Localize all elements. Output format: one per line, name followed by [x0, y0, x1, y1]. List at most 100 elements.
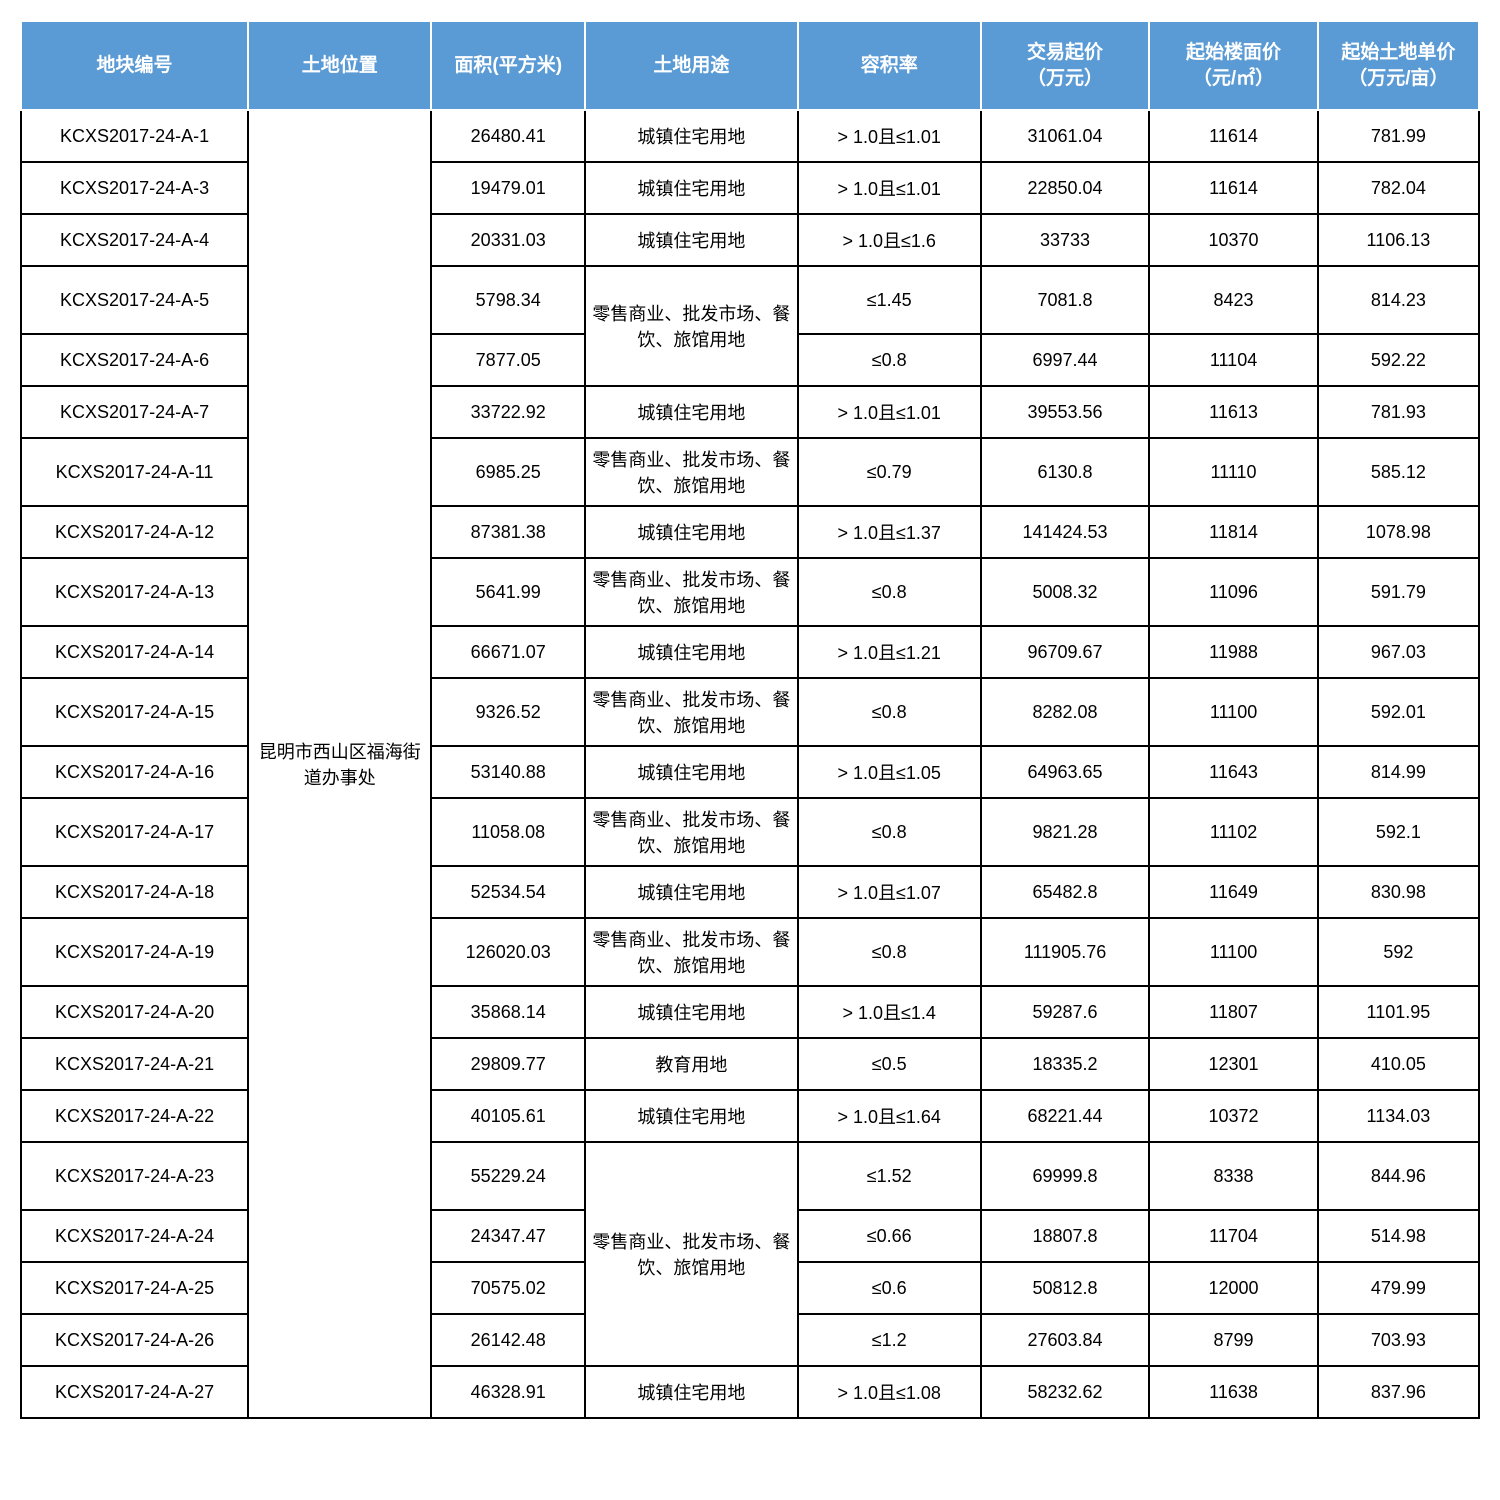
cell-land-use: 城镇住宅用地: [585, 626, 797, 678]
cell-land-use: 城镇住宅用地: [585, 162, 797, 214]
cell-plot-id: KCXS2017-24-A-13: [21, 558, 248, 626]
table-row: KCXS2017-24-A-116985.25零售商业、批发市场、餐饮、旅馆用地…: [21, 438, 1479, 506]
table-row: KCXS2017-24-A-159326.52零售商业、批发市场、餐饮、旅馆用地…: [21, 678, 1479, 746]
cell-unit-price: 1106.13: [1318, 214, 1479, 266]
cell-unit-price: 837.96: [1318, 1366, 1479, 1418]
cell-area: 26480.41: [431, 110, 585, 162]
cell-plot-ratio: ≤1.52: [798, 1142, 981, 1210]
cell-plot-ratio: ≤0.8: [798, 798, 981, 866]
cell-unit-price: 514.98: [1318, 1210, 1479, 1262]
cell-land-use: 城镇住宅用地: [585, 866, 797, 918]
cell-plot-id: KCXS2017-24-A-27: [21, 1366, 248, 1418]
cell-unit-price: 781.93: [1318, 386, 1479, 438]
cell-unit-price: 585.12: [1318, 438, 1479, 506]
cell-start-price: 18807.8: [981, 1210, 1150, 1262]
cell-area: 33722.92: [431, 386, 585, 438]
cell-area: 46328.91: [431, 1366, 585, 1418]
cell-area: 40105.61: [431, 1090, 585, 1142]
cell-start-price: 69999.8: [981, 1142, 1150, 1210]
table-row: KCXS2017-24-A-2035868.14城镇住宅用地> 1.0且≤1.4…: [21, 986, 1479, 1038]
cell-unit-price: 781.99: [1318, 110, 1479, 162]
cell-floor-price: 11096: [1149, 558, 1318, 626]
cell-plot-ratio: > 1.0且≤1.6: [798, 214, 981, 266]
cell-area: 53140.88: [431, 746, 585, 798]
table-row: KCXS2017-24-A-1711058.08零售商业、批发市场、餐饮、旅馆用…: [21, 798, 1479, 866]
cell-unit-price: 592.1: [1318, 798, 1479, 866]
col-header-4: 容积率: [798, 21, 981, 110]
cell-area: 66671.07: [431, 626, 585, 678]
cell-plot-id: KCXS2017-24-A-22: [21, 1090, 248, 1142]
table-row: KCXS2017-24-A-1653140.88城镇住宅用地> 1.0且≤1.0…: [21, 746, 1479, 798]
cell-start-price: 141424.53: [981, 506, 1150, 558]
cell-plot-ratio: ≤0.66: [798, 1210, 981, 1262]
cell-plot-id: KCXS2017-24-A-1: [21, 110, 248, 162]
cell-floor-price: 11614: [1149, 162, 1318, 214]
cell-land-use: 零售商业、批发市场、餐饮、旅馆用地: [585, 558, 797, 626]
table-row: KCXS2017-24-A-420331.03城镇住宅用地> 1.0且≤1.63…: [21, 214, 1479, 266]
cell-floor-price: 10372: [1149, 1090, 1318, 1142]
table-row: KCXS2017-24-A-1287381.38城镇住宅用地> 1.0且≤1.3…: [21, 506, 1479, 558]
cell-land-use: 零售商业、批发市场、餐饮、旅馆用地: [585, 1142, 797, 1366]
data-table: 地块编号土地位置面积(平方米)土地用途容积率交易起价（万元）起始楼面价（元/㎡）…: [20, 20, 1480, 1419]
col-header-1: 土地位置: [248, 21, 431, 110]
cell-plot-id: KCXS2017-24-A-19: [21, 918, 248, 986]
cell-unit-price: 479.99: [1318, 1262, 1479, 1314]
col-header-2: 面积(平方米): [431, 21, 585, 110]
cell-land-use: 城镇住宅用地: [585, 386, 797, 438]
cell-start-price: 31061.04: [981, 110, 1150, 162]
cell-floor-price: 11102: [1149, 798, 1318, 866]
cell-area: 126020.03: [431, 918, 585, 986]
cell-plot-ratio: > 1.0且≤1.37: [798, 506, 981, 558]
cell-land-use: 教育用地: [585, 1038, 797, 1090]
cell-location: 昆明市西山区福海街道办事处: [248, 110, 431, 1418]
cell-floor-price: 8799: [1149, 1314, 1318, 1366]
cell-plot-id: KCXS2017-24-A-15: [21, 678, 248, 746]
cell-plot-id: KCXS2017-24-A-14: [21, 626, 248, 678]
cell-area: 9326.52: [431, 678, 585, 746]
cell-unit-price: 814.99: [1318, 746, 1479, 798]
cell-floor-price: 11104: [1149, 334, 1318, 386]
cell-plot-ratio: ≤1.2: [798, 1314, 981, 1366]
cell-unit-price: 830.98: [1318, 866, 1479, 918]
cell-plot-id: KCXS2017-24-A-25: [21, 1262, 248, 1314]
cell-plot-ratio: ≤1.45: [798, 266, 981, 334]
table-row: KCXS2017-24-A-733722.92城镇住宅用地> 1.0且≤1.01…: [21, 386, 1479, 438]
cell-unit-price: 410.05: [1318, 1038, 1479, 1090]
cell-plot-ratio: ≤0.5: [798, 1038, 981, 1090]
cell-plot-ratio: > 1.0且≤1.64: [798, 1090, 981, 1142]
cell-area: 24347.47: [431, 1210, 585, 1262]
col-header-3: 土地用途: [585, 21, 797, 110]
land-auction-table: 地块编号土地位置面积(平方米)土地用途容积率交易起价（万元）起始楼面价（元/㎡）…: [20, 20, 1480, 1419]
cell-start-price: 68221.44: [981, 1090, 1150, 1142]
cell-area: 7877.05: [431, 334, 585, 386]
cell-floor-price: 11807: [1149, 986, 1318, 1038]
cell-start-price: 50812.8: [981, 1262, 1150, 1314]
cell-unit-price: 844.96: [1318, 1142, 1479, 1210]
table-row: KCXS2017-24-A-19126020.03零售商业、批发市场、餐饮、旅馆…: [21, 918, 1479, 986]
cell-plot-ratio: ≤0.8: [798, 334, 981, 386]
cell-start-price: 58232.62: [981, 1366, 1150, 1418]
cell-plot-ratio: ≤0.8: [798, 918, 981, 986]
cell-land-use: 城镇住宅用地: [585, 110, 797, 162]
cell-floor-price: 11100: [1149, 678, 1318, 746]
cell-plot-id: KCXS2017-24-A-20: [21, 986, 248, 1038]
cell-floor-price: 8423: [1149, 266, 1318, 334]
cell-floor-price: 11100: [1149, 918, 1318, 986]
cell-plot-ratio: ≤0.8: [798, 558, 981, 626]
cell-area: 29809.77: [431, 1038, 585, 1090]
cell-plot-id: KCXS2017-24-A-16: [21, 746, 248, 798]
cell-area: 6985.25: [431, 438, 585, 506]
cell-start-price: 65482.8: [981, 866, 1150, 918]
cell-plot-id: KCXS2017-24-A-5: [21, 266, 248, 334]
cell-plot-ratio: > 1.0且≤1.07: [798, 866, 981, 918]
cell-plot-ratio: > 1.0且≤1.21: [798, 626, 981, 678]
cell-unit-price: 1101.95: [1318, 986, 1479, 1038]
cell-area: 70575.02: [431, 1262, 585, 1314]
cell-unit-price: 703.93: [1318, 1314, 1479, 1366]
cell-start-price: 18335.2: [981, 1038, 1150, 1090]
cell-area: 19479.01: [431, 162, 585, 214]
cell-unit-price: 967.03: [1318, 626, 1479, 678]
cell-plot-id: KCXS2017-24-A-18: [21, 866, 248, 918]
cell-unit-price: 814.23: [1318, 266, 1479, 334]
table-row: KCXS2017-24-A-2355229.24零售商业、批发市场、餐饮、旅馆用…: [21, 1142, 1479, 1210]
